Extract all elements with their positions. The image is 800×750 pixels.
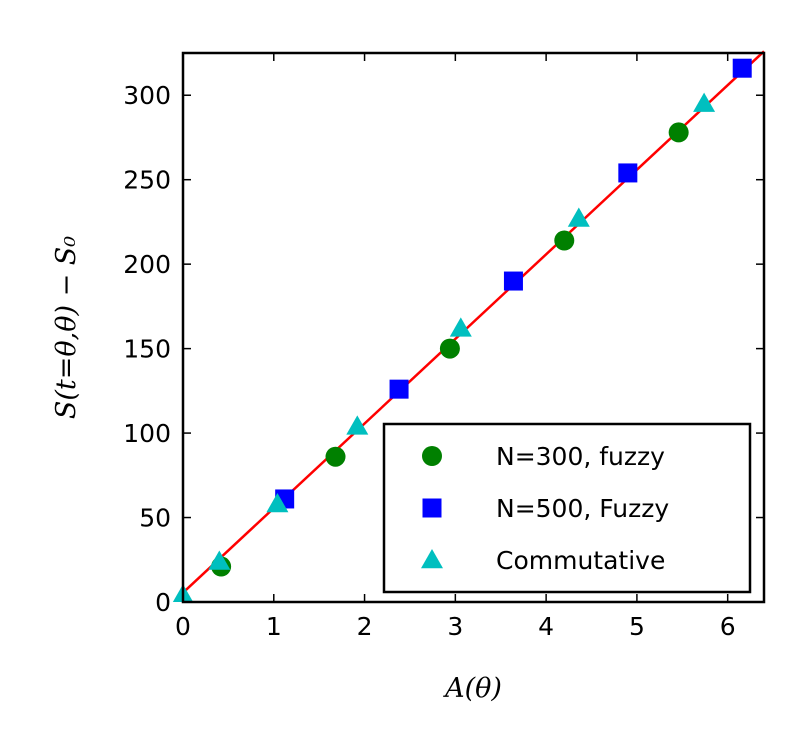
y-tick-label: 200 bbox=[123, 250, 171, 279]
marker-circle-0-3 bbox=[554, 230, 575, 251]
marker-circle-0-2 bbox=[439, 338, 460, 359]
marker-triangle-2-6 bbox=[693, 92, 716, 112]
marker-circle-0-4 bbox=[668, 122, 689, 143]
legend-label-0: N=300, fuzzy bbox=[496, 442, 665, 471]
y-tick-label: 50 bbox=[139, 504, 171, 533]
legend-marker-1 bbox=[422, 498, 442, 518]
x-tick-label: 4 bbox=[538, 612, 554, 641]
marker-triangle-2-3 bbox=[346, 415, 369, 435]
y-tick-label: 100 bbox=[123, 419, 171, 448]
y-tick-label: 150 bbox=[123, 335, 171, 364]
marker-triangle-2-4 bbox=[449, 317, 472, 337]
legend-label-2: Commutative bbox=[496, 546, 665, 575]
marker-triangle-2-1 bbox=[208, 550, 231, 570]
plot-frame bbox=[181, 51, 766, 604]
x-tick-label: 2 bbox=[357, 612, 373, 641]
marker-square-1-2 bbox=[503, 271, 523, 291]
legend-marker-2 bbox=[421, 549, 443, 569]
x-tick-label: 3 bbox=[447, 612, 463, 641]
x-tick-label: 0 bbox=[175, 612, 191, 641]
y-tick-label: 0 bbox=[155, 588, 171, 617]
legend-marker-0 bbox=[422, 446, 442, 466]
x-tick-label: 6 bbox=[720, 612, 736, 641]
legend-box bbox=[382, 422, 752, 594]
marker-triangle-2-2 bbox=[266, 493, 289, 513]
x-tick-label: 5 bbox=[629, 612, 645, 641]
marker-square-1-3 bbox=[618, 163, 638, 183]
y-tick-label: 300 bbox=[123, 81, 171, 110]
data-markers bbox=[172, 58, 752, 602]
axis-ticks: 0 1 2 3 4 5 6 0 50 100 150 200 250 300 bbox=[123, 53, 764, 641]
marker-triangle-2-5 bbox=[567, 207, 590, 227]
marker-square-1-1 bbox=[389, 379, 409, 399]
y-axis-label: S(t=θ,θ) − S₀ bbox=[51, 236, 82, 419]
marker-circle-0-1 bbox=[325, 446, 346, 467]
y-tick-label: 250 bbox=[123, 166, 171, 195]
marker-square-1-4 bbox=[732, 58, 752, 78]
legend-label-1: N=500, Fuzzy bbox=[496, 494, 669, 523]
x-tick-label: 1 bbox=[266, 612, 282, 641]
legend: N=300, fuzzy N=500, Fuzzy Commutative bbox=[382, 422, 752, 594]
x-axis-label: A(θ) bbox=[442, 673, 502, 704]
